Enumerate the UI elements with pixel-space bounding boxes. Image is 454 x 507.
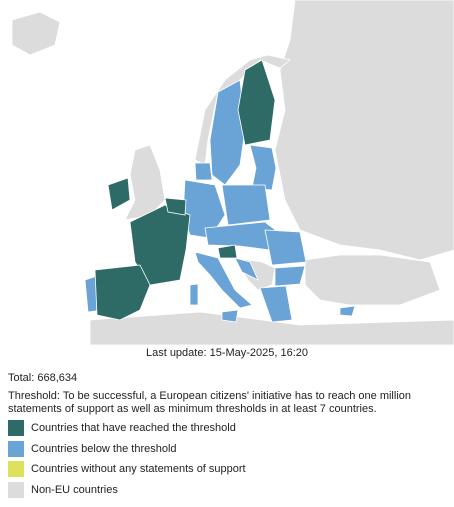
legend-swatch — [8, 440, 24, 457]
threshold: Threshold: To be successful, a European … — [8, 390, 412, 415]
country — [234, 257, 259, 281]
country — [259, 285, 293, 323]
country — [221, 309, 239, 323]
legend-swatch — [8, 461, 24, 477]
country — [194, 251, 253, 309]
country — [89, 311, 454, 345]
country — [304, 254, 441, 306]
legend-label: Countries without any statements of supp… — [31, 463, 246, 475]
country — [339, 305, 356, 317]
legend-swatch — [8, 420, 24, 436]
country — [94, 264, 151, 321]
eu-reached — [94, 59, 276, 321]
map — [11, 0, 454, 345]
total: Total: 668,634 — [8, 372, 78, 384]
legend-label: Countries that have reached the threshol… — [31, 422, 236, 434]
country — [274, 265, 306, 287]
legend-label: Non-EU countries — [31, 483, 118, 496]
country — [11, 11, 61, 56]
country — [189, 283, 199, 306]
country — [264, 229, 307, 266]
country — [107, 177, 131, 211]
last-update: Last update: 15-May-2025, 16:20 — [145, 347, 309, 359]
legend-label: Countries below the threshold — [31, 442, 177, 455]
non-eu — [11, 0, 454, 345]
country — [194, 162, 213, 181]
country — [217, 244, 238, 259]
country — [249, 144, 277, 191]
country — [164, 197, 187, 216]
country — [209, 79, 246, 186]
legend-swatch — [8, 481, 24, 498]
country — [274, 0, 454, 261]
country — [221, 184, 271, 226]
country — [237, 59, 276, 146]
country — [194, 54, 291, 166]
